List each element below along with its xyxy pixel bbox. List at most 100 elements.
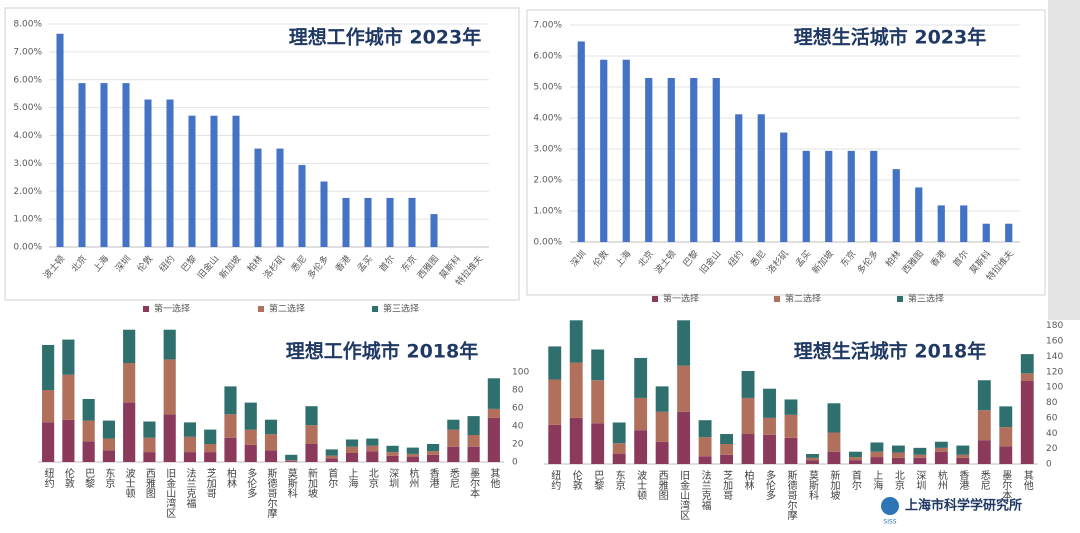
bar-segment <box>447 429 460 447</box>
x-tick-label: 墨尔本 <box>468 468 480 499</box>
bar-segment <box>913 457 927 464</box>
bar-segment <box>569 417 583 464</box>
legend-swatch <box>258 306 264 312</box>
bar-segment <box>163 329 176 360</box>
bar-segment <box>784 414 798 438</box>
bar-segment <box>386 455 399 462</box>
bar-segment <box>999 406 1013 428</box>
x-tick-label: 杭州 <box>935 469 947 490</box>
bar-segment <box>143 421 156 438</box>
bar-segment <box>720 434 734 445</box>
x-tick-label: 巴黎 <box>83 468 95 488</box>
bar-segment <box>891 452 905 458</box>
bar-segment <box>467 416 480 435</box>
bar <box>712 78 720 242</box>
bar <box>735 114 743 242</box>
bar-segment <box>264 450 278 462</box>
bar-segment <box>848 457 862 461</box>
bar-segment <box>386 452 399 456</box>
bar <box>188 115 196 248</box>
bar-segment <box>406 456 419 462</box>
bar-segment <box>163 359 176 415</box>
bar-segment <box>42 345 55 390</box>
bar-segment <box>698 456 712 464</box>
bar-segment <box>741 397 755 435</box>
bar-segment <box>698 437 712 457</box>
bar-segment <box>62 419 75 462</box>
bar-segment <box>763 417 776 435</box>
x-tick-label: 杭州 <box>407 467 419 488</box>
y-tick-label: 20 <box>512 440 524 450</box>
bar-segment <box>305 406 318 426</box>
bar <box>364 197 372 247</box>
y-tick-label: 0.00% <box>13 243 42 253</box>
bar <box>622 59 630 242</box>
y-tick-label: 2.00% <box>533 176 562 186</box>
bar-segment <box>784 399 798 415</box>
x-tick-label: 北京 <box>366 468 378 489</box>
x-tick-label: 波士顿 <box>635 469 647 501</box>
bar-segment <box>956 457 970 464</box>
bar-segment <box>870 442 884 452</box>
x-tick-label: 新加坡 <box>306 467 318 499</box>
bar-segment <box>345 453 359 462</box>
bar <box>298 165 306 247</box>
bar-segment <box>677 411 691 464</box>
x-tick-label: 上海 <box>346 468 358 489</box>
bar-segment <box>487 408 500 418</box>
bar-segment <box>467 446 480 462</box>
x-tick-label: 香港 <box>957 470 969 490</box>
bar-segment <box>634 357 648 398</box>
y-tick-label: 5.00% <box>533 83 562 93</box>
x-tick-label: 伦敦 <box>62 467 74 489</box>
bar <box>600 59 608 242</box>
bar <box>870 150 878 242</box>
y-tick-label: 160 <box>1046 337 1063 347</box>
logo-name: 上海市科学学研究所 <box>905 498 1022 514</box>
bar-segment <box>102 438 115 451</box>
bar-segment <box>82 441 95 462</box>
bar-segment <box>591 349 605 381</box>
bar-segment <box>720 454 734 464</box>
x-tick-label: 深圳 <box>387 468 399 488</box>
bar-segment <box>123 363 136 403</box>
bar-segment <box>244 402 257 430</box>
x-tick-label: 东京 <box>613 469 625 491</box>
bar-segment <box>569 362 583 418</box>
bar <box>320 181 328 247</box>
x-tick-label: 旧金山湾区 <box>164 468 176 518</box>
bar-segment <box>366 451 379 462</box>
bar-segment <box>591 380 605 424</box>
bar-segment <box>548 424 562 464</box>
x-tick-label: 新加坡 <box>828 469 840 501</box>
bar-segment <box>612 443 626 455</box>
side-strip <box>1048 0 1080 320</box>
y-tick-label: 60 <box>1046 413 1058 423</box>
panel <box>4 7 520 301</box>
bar <box>276 148 284 247</box>
bar-segment <box>487 378 500 409</box>
bar-segment <box>655 441 669 464</box>
x-tick-label: 多伦多 <box>764 469 776 501</box>
bar-segment <box>763 388 776 418</box>
x-tick-label: 深圳 <box>914 470 926 490</box>
bar-segment <box>467 435 480 447</box>
legend-label: 第三选择 <box>908 293 944 305</box>
legend-label: 第二选择 <box>785 293 821 305</box>
bar <box>232 115 240 248</box>
bar <box>78 83 86 247</box>
bar-segment <box>806 454 819 458</box>
bar-segment <box>956 454 970 458</box>
x-tick-label: 纽约 <box>549 469 561 491</box>
bar <box>645 78 653 242</box>
bar <box>667 78 675 242</box>
x-tick-label: 莫斯科 <box>806 470 818 501</box>
bar-segment <box>891 445 905 453</box>
y-tick-label: 80 <box>512 386 524 396</box>
bar <box>757 114 765 242</box>
x-tick-label: 首尔 <box>326 467 338 488</box>
y-tick-label: 100 <box>1046 383 1063 393</box>
y-tick-label: 40 <box>512 422 524 432</box>
y-tick-label: 8.00% <box>13 20 42 30</box>
